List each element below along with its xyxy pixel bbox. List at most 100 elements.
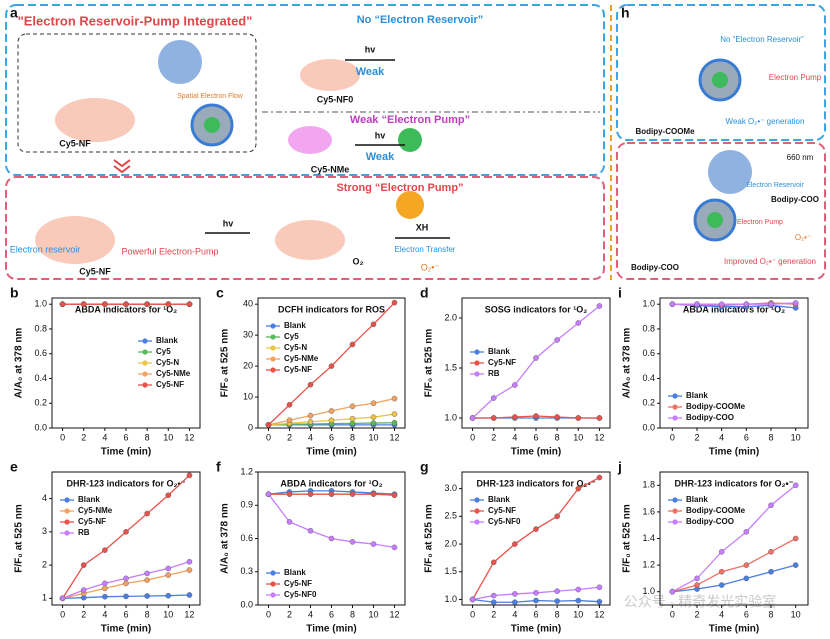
y-tick-label: 2.0 xyxy=(444,538,457,548)
y-tick-label: 2.5 xyxy=(444,511,457,521)
y-tick-label: 1.0 xyxy=(34,299,47,309)
x-tick-label: 10 xyxy=(163,432,173,442)
legend-swatch xyxy=(474,371,480,377)
plot-frame xyxy=(461,471,611,606)
reservoir xyxy=(158,40,202,84)
data-point xyxy=(768,502,774,509)
legend-swatch xyxy=(142,360,148,366)
x-tick-label: 6 xyxy=(329,432,334,442)
annotation: Weak xyxy=(366,151,395,163)
legend-swatch xyxy=(270,334,276,340)
data-point xyxy=(490,592,497,599)
heading: Weak “Electron Pump” xyxy=(350,114,470,126)
data-point xyxy=(328,417,335,424)
legend-label: Cy5-NF xyxy=(284,365,312,374)
data-point xyxy=(370,420,377,426)
chart-title: ABDA indicators for ¹O₂ xyxy=(280,478,382,488)
data-point xyxy=(59,595,66,602)
molecule-label: Cy5-NF xyxy=(59,138,91,148)
legend-label: Cy5-N xyxy=(284,343,307,352)
data-point xyxy=(123,580,129,587)
annotation: hv xyxy=(375,130,386,140)
x-axis-label: Time (min) xyxy=(306,447,356,458)
data-point xyxy=(490,395,497,401)
chart-title: DHR-123 indicators for O₂•⁻ xyxy=(675,478,794,488)
pump xyxy=(396,191,424,219)
x-tick-label: 6 xyxy=(123,432,128,442)
legend-swatch xyxy=(672,508,678,514)
data-point xyxy=(144,510,150,517)
data-point xyxy=(102,593,108,600)
annotation: O₂•⁻ xyxy=(421,262,440,272)
plot-frame xyxy=(659,471,809,606)
blob xyxy=(35,216,115,264)
data-point xyxy=(286,519,293,525)
chart-title: DHR-123 indicators for O₂•⁻ xyxy=(477,478,596,488)
y-tick-label: 2.0 xyxy=(444,312,457,322)
y-tick-label: 0.0 xyxy=(34,422,47,432)
heading: No “Electron Reservoir” xyxy=(357,14,484,26)
legend-label: Blank xyxy=(488,347,510,356)
data-point xyxy=(768,549,774,555)
y-tick-label: 0.6 xyxy=(34,348,47,358)
y-tick-label: 1.8 xyxy=(642,480,655,490)
data-point xyxy=(123,593,129,600)
data-point xyxy=(575,320,582,326)
data-point xyxy=(512,414,518,420)
legend-swatch xyxy=(672,519,678,525)
data-point xyxy=(165,565,172,572)
y-tick-label: 3.0 xyxy=(444,483,457,493)
panel-label: d xyxy=(420,285,429,301)
legend-swatch xyxy=(474,519,480,525)
annotation: O₂•⁻ xyxy=(795,233,811,242)
legend-swatch xyxy=(672,497,678,503)
legend-label: Cy5-N xyxy=(156,358,179,367)
data-point xyxy=(59,301,66,307)
y-tick-label: 1.5 xyxy=(444,566,457,576)
data-point xyxy=(286,491,293,497)
data-point xyxy=(554,513,560,520)
y-tick-label: 1.4 xyxy=(642,533,655,543)
data-point xyxy=(123,529,129,535)
legend-swatch xyxy=(270,367,276,373)
legend-label: Cy5-NF0 xyxy=(488,517,521,526)
data-point xyxy=(792,482,799,489)
y-tick-label: 4 xyxy=(42,493,47,503)
data-point xyxy=(743,575,750,582)
data-point xyxy=(370,414,377,420)
data-point xyxy=(694,582,700,588)
annotation: Improved O₂•⁻ generation xyxy=(724,257,816,266)
data-point xyxy=(596,598,603,605)
panel-label: c xyxy=(216,285,224,301)
chart-title: ABDA indicators for ¹O₂ xyxy=(683,304,785,314)
legend-swatch xyxy=(142,371,148,377)
legend-swatch xyxy=(270,356,276,362)
x-tick-label: 8 xyxy=(350,609,355,619)
legend-label: Blank xyxy=(488,495,510,504)
data-point xyxy=(575,415,582,421)
x-axis-label: Time (min) xyxy=(101,447,151,458)
data-point xyxy=(554,337,560,343)
data-point xyxy=(694,575,700,582)
frame xyxy=(5,4,605,176)
data-point xyxy=(186,558,193,565)
data-point xyxy=(469,596,476,603)
data-point xyxy=(328,535,335,542)
y-tick-label: 0.0 xyxy=(642,422,655,432)
legend-label: Bodipy-COO xyxy=(686,517,734,526)
y-tick-label: 1.0 xyxy=(444,594,457,604)
x-tick-label: 0 xyxy=(670,609,675,619)
legend-label: Blank xyxy=(78,495,100,504)
y-axis-label: A/A₀ at 378 nm xyxy=(14,328,25,399)
y-tick-label: 1.0 xyxy=(444,412,457,422)
legend-label: Bodipy-COOMe xyxy=(686,506,746,515)
heading: No “Electron Reservoir” xyxy=(720,35,804,44)
y-axis-label: F/F₀ at 525 nm xyxy=(14,504,25,573)
data-point xyxy=(307,412,314,419)
x-tick-label: 8 xyxy=(145,432,150,442)
data-point xyxy=(370,491,377,497)
x-tick-label: 10 xyxy=(368,609,378,619)
molecule-label: Bodipy-COO xyxy=(771,195,819,204)
